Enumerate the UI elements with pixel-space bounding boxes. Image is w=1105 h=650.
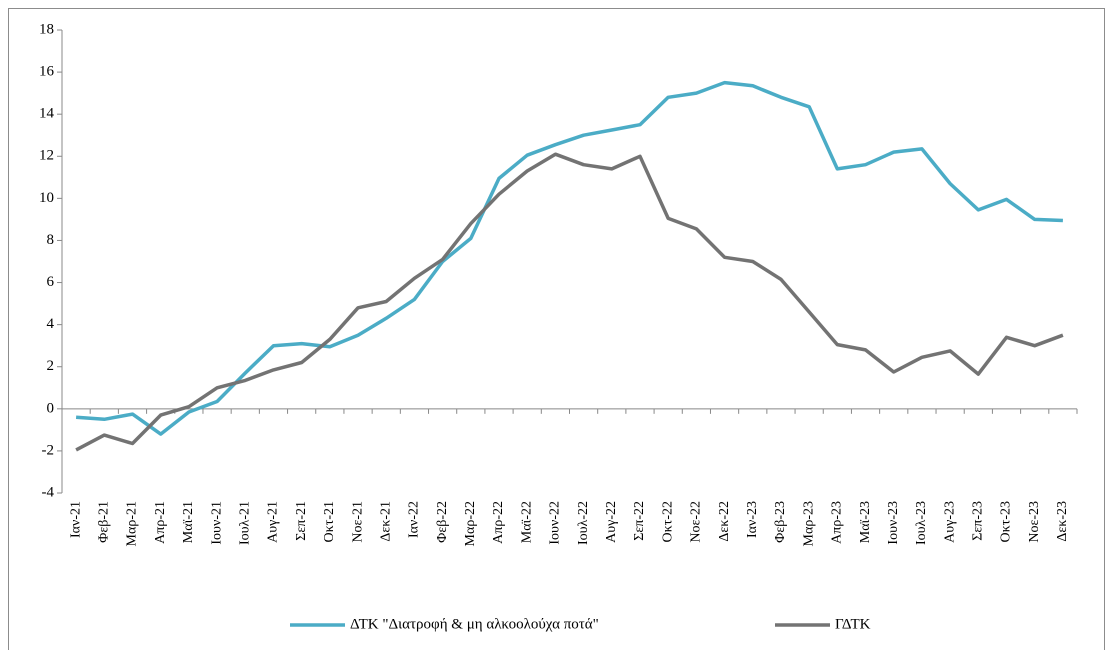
x-tick-label: Μαϊ-23 [858, 501, 873, 543]
y-tick-label: 6 [47, 274, 55, 290]
x-tick-label: Δεκ-23 [1055, 501, 1070, 542]
x-tick-label: Σεπ-22 [632, 501, 647, 541]
x-tick-label: Ιαν-21 [68, 501, 83, 538]
x-tick-label: Απρ-23 [830, 501, 845, 544]
x-tick-label: Μαρ-21 [125, 501, 140, 546]
x-tick-label: Φεβ-21 [97, 501, 112, 543]
x-tick-label: Ιουλ-23 [914, 501, 929, 545]
y-tick-label: -4 [42, 484, 55, 500]
x-tick-label: Αυγ-21 [266, 501, 281, 543]
x-tick-label: Σεπ-21 [294, 501, 309, 541]
series-line [75, 152, 1064, 452]
legend-label: ΓΔΤΚ [835, 616, 871, 632]
x-tick-label: Οκτ-23 [999, 501, 1014, 542]
y-tick-label: 8 [47, 232, 55, 248]
x-tick-label: Ιουν-22 [548, 501, 563, 545]
y-tick-label: 14 [39, 106, 55, 122]
y-tick-label: 10 [39, 190, 54, 206]
x-tick-label: Αυγ-23 [942, 501, 957, 543]
x-tick-label: Δεκ-22 [717, 501, 732, 542]
x-tick-label: Μαρ-23 [801, 501, 816, 546]
x-tick-label: Νοε-21 [350, 501, 365, 543]
x-tick-label: Ιαν-23 [745, 501, 760, 538]
y-tick-label: 12 [39, 148, 54, 164]
x-tick-label: Μαρ-22 [463, 501, 478, 546]
x-tick-label: Ιουλ-22 [576, 501, 591, 545]
x-tick-label: Φεβ-22 [435, 501, 450, 543]
x-tick-label: Φεβ-23 [773, 501, 788, 543]
x-tick-label: Δεκ-21 [378, 501, 393, 542]
x-tick-label: Μαϊ-21 [181, 501, 196, 543]
x-tick-label: Ιουν-23 [886, 501, 901, 545]
x-tick-label: Ιαν-22 [407, 501, 422, 538]
x-tick-label: Αυγ-22 [604, 501, 619, 543]
x-tick-label: Σεπ-23 [971, 501, 986, 541]
y-tick-label: 0 [47, 400, 55, 416]
y-tick-label: 2 [47, 358, 55, 374]
x-tick-label: Ιουν-21 [209, 501, 224, 545]
x-tick-label: Μαϊ-22 [519, 501, 534, 543]
x-tick-label: Ιουλ-21 [237, 501, 252, 545]
y-tick-label: -2 [42, 442, 55, 458]
legend-label: ΔΤΚ "Διατροφή & μη αλκοολούχα ποτά" [350, 616, 599, 632]
x-tick-label: Οκτ-21 [322, 501, 337, 542]
y-tick-label: 4 [47, 316, 55, 332]
y-tick-label: 16 [39, 64, 55, 80]
x-tick-label: Απρ-22 [491, 501, 506, 544]
y-tick-label: 18 [39, 21, 54, 37]
frame [8, 8, 1105, 650]
series-line [75, 80, 1063, 436]
x-tick-label: Νοε-23 [1027, 501, 1042, 543]
x-tick-label: Νοε-22 [689, 501, 704, 543]
x-tick-label: Απρ-21 [153, 501, 168, 544]
x-tick-label: Οκτ-22 [660, 501, 675, 542]
